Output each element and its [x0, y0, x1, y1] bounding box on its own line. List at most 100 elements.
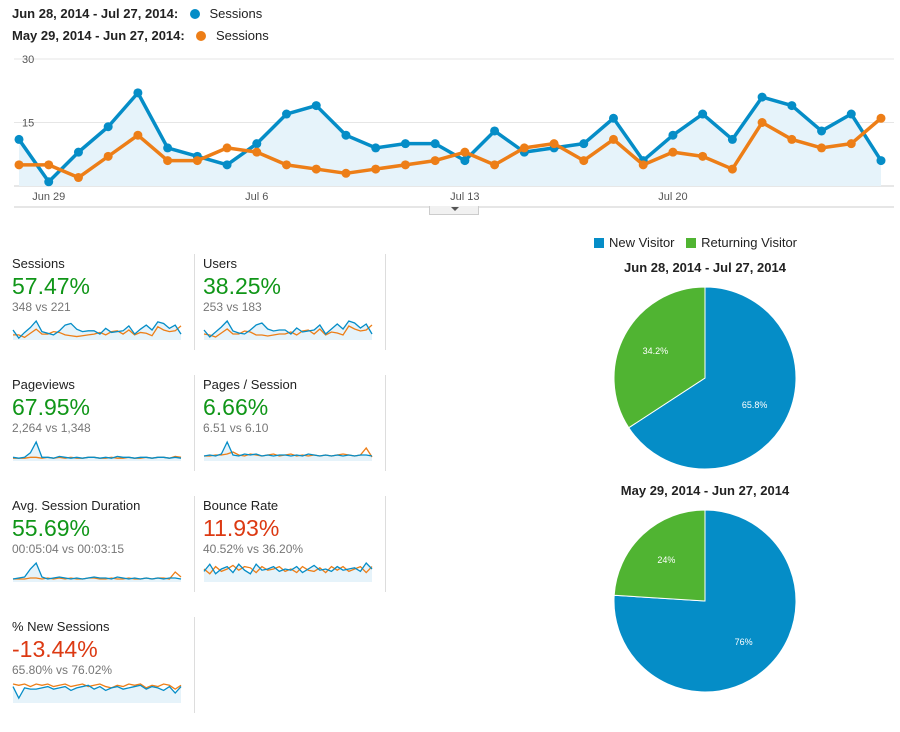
data-point-previous[interactable] [727, 164, 737, 174]
metric-sparkline [203, 440, 373, 461]
metric-name: Pageviews [12, 377, 75, 392]
data-point-current[interactable] [133, 88, 143, 98]
data-point-current[interactable] [727, 134, 737, 144]
legend-current-period: Jun 28, 2014 - Jul 27, 2014: Sessions [12, 6, 262, 21]
data-point-current[interactable] [222, 160, 232, 170]
metric-sparkline [203, 561, 373, 582]
data-point-current[interactable] [44, 177, 54, 187]
metric-users[interactable]: Users 38.25% 253 vs 183 [203, 254, 386, 350]
data-point-previous[interactable] [549, 139, 559, 149]
x-tick-label: Jul 20 [658, 191, 687, 203]
data-point-previous[interactable] [817, 143, 827, 153]
data-point-previous[interactable] [757, 118, 767, 127]
x-tick-label: Jun 29 [32, 191, 65, 203]
metric-sessions[interactable]: Sessions 57.47% 348 vs 221 [12, 254, 195, 350]
data-point-previous[interactable] [222, 143, 232, 153]
metric-name: Pages / Session [203, 377, 297, 392]
metric-sparkline [203, 319, 373, 340]
data-point-current[interactable] [103, 122, 113, 132]
data-point-current[interactable] [460, 156, 470, 166]
metric-change: 11.93% [203, 515, 280, 541]
data-point-current[interactable] [579, 139, 589, 149]
series-color-dot [189, 9, 200, 19]
pie-legend-item-returning-visitor[interactable]: Returning Visitor [686, 235, 797, 250]
pie-slice-new-visitor[interactable] [628, 286, 797, 470]
metric-compare: 00:05:04 vs 00:03:15 [12, 542, 125, 556]
pie-legend: New Visitor Returning Visitor [594, 235, 805, 250]
data-point-current[interactable] [163, 143, 173, 153]
data-point-current[interactable] [311, 101, 321, 111]
data-point-previous[interactable] [846, 139, 856, 149]
series-line-current [17, 91, 883, 184]
legend-range-label: May 29, 2014 - Jun 27, 2014: [12, 28, 185, 43]
legend-previous-period: May 29, 2014 - Jun 27, 2014: Sessions [12, 28, 269, 43]
metric-sparkline [12, 440, 182, 461]
data-point-previous[interactable] [490, 160, 500, 170]
data-point-current[interactable] [490, 126, 500, 136]
pie-title-previous: May 29, 2014 - Jun 27, 2014 [620, 483, 790, 498]
data-point-current[interactable] [14, 134, 24, 144]
data-point-previous[interactable] [876, 113, 886, 123]
data-point-current[interactable] [430, 139, 440, 149]
chart-collapse-toggle[interactable] [429, 206, 479, 215]
data-point-previous[interactable] [460, 147, 470, 157]
data-point-previous[interactable] [400, 160, 410, 170]
pie-title-current: Jun 28, 2014 - Jul 27, 2014 [624, 260, 786, 275]
data-point-previous[interactable] [519, 143, 529, 153]
metric-new-sessions[interactable]: % New Sessions -13.44% 65.80% vs 76.02% [12, 617, 195, 713]
data-point-previous[interactable] [698, 151, 708, 161]
data-point-current[interactable] [876, 156, 886, 166]
data-point-previous[interactable] [163, 156, 173, 166]
data-point-current[interactable] [400, 139, 410, 149]
data-point-previous[interactable] [787, 134, 797, 144]
pie-chart-current-period: 65.8% 34.2% [613, 286, 797, 470]
data-point-previous[interactable] [282, 160, 292, 170]
data-point-previous[interactable] [638, 160, 648, 170]
data-point-current[interactable] [282, 109, 292, 119]
pie-legend-item-new-visitor[interactable]: New Visitor [594, 235, 678, 250]
data-point-current[interactable] [698, 109, 708, 119]
data-point-current[interactable] [787, 101, 797, 111]
data-point-current[interactable] [668, 130, 678, 140]
metric-avg-session-duration[interactable]: Avg. Session Duration 55.69% 00:05:04 vs… [12, 496, 195, 592]
data-point-previous[interactable] [430, 156, 440, 166]
metric-sparkline [12, 683, 182, 703]
data-point-previous[interactable] [608, 134, 618, 144]
data-point-current[interactable] [846, 109, 856, 119]
metric-compare: 40.52% vs 36.20% [203, 542, 304, 556]
sessions-line-chart: 30 15 Jun 29 Jul 6 Jul 13 Jul 20 [14, 54, 894, 208]
data-point-previous[interactable] [371, 164, 381, 174]
data-point-current[interactable] [608, 113, 618, 123]
data-point-current[interactable] [817, 126, 827, 136]
data-point-previous[interactable] [341, 168, 351, 178]
data-point-current[interactable] [341, 130, 351, 140]
data-point-previous[interactable] [579, 156, 589, 166]
data-point-previous[interactable] [252, 147, 262, 157]
pie-slice-returning-visitor[interactable] [613, 286, 706, 429]
metric-change: 67.95% [12, 394, 91, 420]
data-point-previous[interactable] [192, 156, 202, 166]
data-point-current[interactable] [252, 139, 262, 149]
data-point-current[interactable] [73, 147, 83, 157]
metric-change: 6.66% [203, 394, 269, 420]
metric-change: -13.44% [12, 636, 98, 662]
data-point-current[interactable] [757, 92, 767, 102]
metric-pages-per-session[interactable]: Pages / Session 6.66% 6.51 vs 6.10 [203, 375, 386, 471]
data-point-current[interactable] [371, 143, 381, 153]
sparkline-previous [13, 325, 182, 339]
metric-name: Avg. Session Duration [12, 498, 141, 513]
data-point-previous[interactable] [73, 173, 83, 183]
data-point-previous[interactable] [103, 151, 113, 161]
metric-bounce-rate[interactable]: Bounce Rate 11.93% 40.52% vs 36.20% [203, 496, 386, 592]
data-point-previous[interactable] [44, 160, 54, 170]
data-point-previous[interactable] [668, 147, 678, 157]
pie-slice-returning-visitor[interactable] [613, 509, 706, 602]
metric-sparkline [12, 319, 182, 340]
y-tick-label: 15 [22, 118, 34, 130]
metric-pageviews[interactable]: Pageviews 67.95% 2,264 vs 1,348 [12, 375, 195, 471]
data-point-previous[interactable] [14, 160, 24, 170]
metric-sparkline [12, 561, 182, 582]
sparkline-area [204, 442, 372, 461]
data-point-previous[interactable] [133, 130, 143, 140]
data-point-previous[interactable] [311, 164, 321, 174]
